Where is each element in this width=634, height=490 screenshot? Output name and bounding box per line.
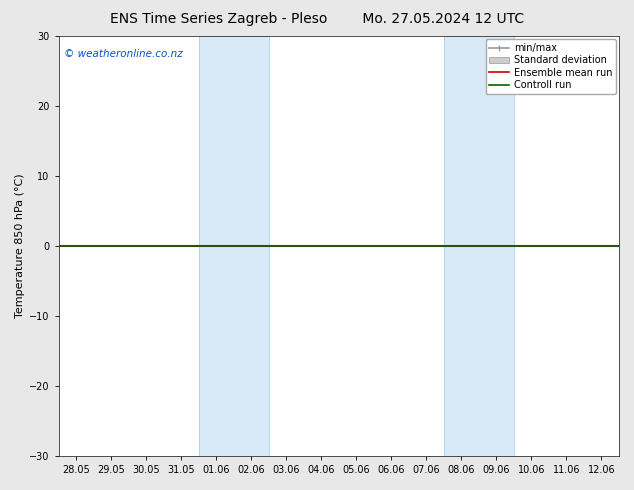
Bar: [199, 36, 269, 456]
Y-axis label: Temperature 850 hPa (°C): Temperature 850 hPa (°C): [15, 174, 25, 318]
Legend: min/max, Standard deviation, Ensemble mean run, Controll run: min/max, Standard deviation, Ensemble me…: [486, 39, 616, 94]
Text: ENS Time Series Zagreb - Pleso        Mo. 27.05.2024 12 UTC: ENS Time Series Zagreb - Pleso Mo. 27.05…: [110, 12, 524, 26]
Bar: [444, 36, 514, 456]
Text: © weatheronline.co.nz: © weatheronline.co.nz: [64, 49, 183, 59]
